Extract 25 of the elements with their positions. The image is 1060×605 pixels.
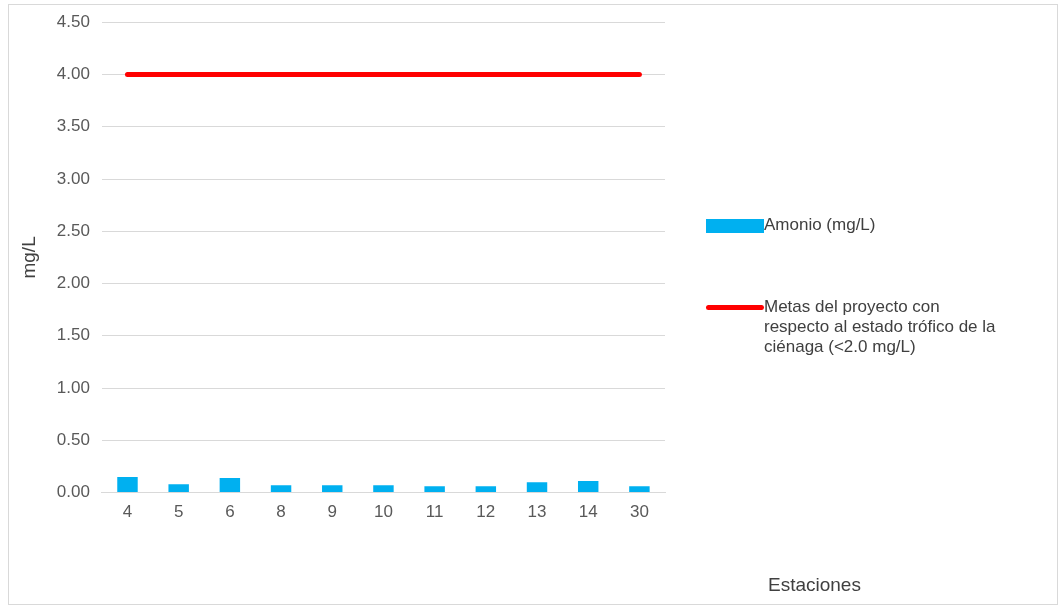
y-axis-title: mg/L [17, 236, 39, 279]
y-tick-label: 1.50 [56, 325, 90, 345]
y-tick-label: 0.50 [56, 430, 90, 450]
x-tick-label: 30 [629, 502, 649, 522]
x-tick-label: 13 [527, 502, 547, 522]
y-tick-label: 3.00 [56, 168, 90, 188]
y-tick-label: 0.00 [56, 482, 90, 502]
y-tick-label: 2.50 [56, 220, 90, 240]
x-tick-label: 11 [425, 502, 444, 522]
y-tick-label: 2.00 [56, 273, 90, 293]
legend-label: Metas del proyecto con respecto al estado trófico de la ciénaga (<2.0 mg/L) [764, 297, 997, 357]
text: Estaciones [768, 574, 861, 596]
y-tick-label: 4.00 [56, 64, 90, 84]
legend-label: Amonio (mg/L) [764, 215, 876, 235]
y-tick-label: 3.50 [56, 116, 90, 136]
y-tick-label: 1.00 [56, 377, 90, 397]
x-tick-label: 10 [373, 502, 393, 522]
x-tick-label: 8 [276, 502, 286, 522]
x-tick-label: 12 [476, 502, 496, 522]
x-tick-label: 9 [327, 502, 337, 522]
x-tick-label: 14 [578, 502, 598, 522]
y-tick-label: 4.50 [56, 11, 90, 31]
x-tick-label: 5 [173, 502, 184, 522]
x-tick-label: 6 [225, 502, 235, 522]
x-tick-label: 4 [122, 502, 133, 522]
